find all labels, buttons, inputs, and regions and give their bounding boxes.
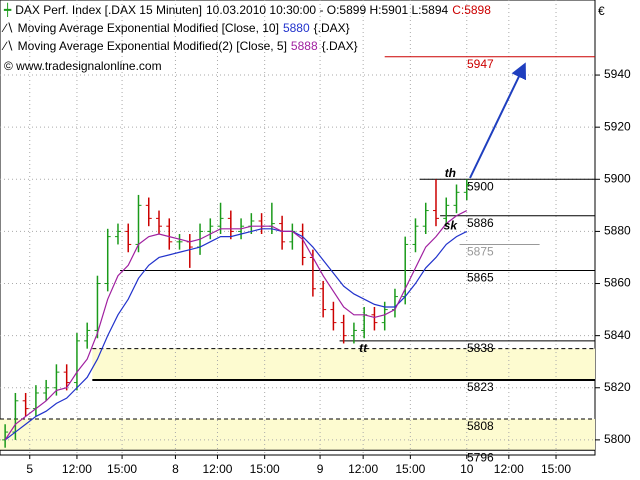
x-tick-label: 12:00	[348, 462, 378, 476]
y-tick-label: 5940	[604, 67, 631, 81]
level-label: 5838	[467, 341, 494, 355]
level-label: 5900	[467, 179, 494, 193]
legend-name: Moving Average Exponential Modified [Clo…	[17, 21, 279, 35]
x-tick-label: 15:00	[395, 462, 425, 476]
level-label: 5808	[467, 419, 494, 433]
currency: €	[598, 4, 605, 18]
x-tick-label: 8	[172, 462, 179, 476]
level-label: 5823	[467, 380, 494, 394]
header-line: ┿ DAX Perf. Index [.DAX 15 Minuten] 10.03.…	[4, 3, 495, 17]
subtitle: 10.03.2010 10:30:00 - O:5899 H:5901 L:58…	[206, 3, 449, 17]
legend-suffix: {.DAX}	[321, 39, 358, 53]
y-tick-label: 5920	[604, 119, 631, 133]
level-label: 5865	[467, 271, 494, 285]
x-tick-label: 9	[317, 462, 324, 476]
ma-line	[4, 210, 468, 441]
legend-entry: ∕∖ Moving Average Exponential Modified(2)…	[4, 39, 362, 53]
level-label: 5947	[467, 57, 494, 71]
legend-value: 5880	[282, 21, 310, 35]
trend-arrow	[469, 62, 526, 179]
y-tick-label: 5860	[604, 276, 631, 290]
zone	[92, 348, 596, 380]
annotation: th	[445, 166, 456, 180]
copyright: © www.tradesignalonline.com	[4, 59, 162, 73]
ma-line	[4, 228, 468, 441]
level-label: 5796	[467, 450, 494, 464]
x-tick-label: 12:00	[494, 462, 524, 476]
annotation: tt	[359, 341, 368, 355]
x-tick-label: 15:00	[541, 462, 571, 476]
x-tick-label: 10	[460, 462, 474, 476]
title: DAX Perf. Index [.DAX 15 Minuten]	[15, 3, 202, 17]
y-tick-label: 5880	[604, 224, 631, 238]
legend-icon: ∕∖	[4, 21, 14, 35]
y-tick-label: 5900	[604, 171, 631, 185]
y-tick-label: 5800	[604, 432, 631, 446]
x-tick-label: 15:00	[250, 462, 280, 476]
legend-icon: ∕∖	[4, 39, 14, 53]
x-tick-label: 12:00	[202, 462, 232, 476]
y-tick-label: 5820	[604, 380, 631, 394]
legend-name: Moving Average Exponential Modified(2) […	[17, 39, 287, 53]
level-label: 5875	[467, 245, 494, 259]
y-tick-label: 5840	[604, 328, 631, 342]
annotation: sk	[444, 218, 459, 232]
level-label: 5886	[467, 216, 494, 230]
last-close: C:5898	[452, 3, 491, 17]
x-tick-label: 5	[26, 462, 33, 476]
legend-suffix: {.DAX}	[313, 21, 350, 35]
x-tick-label: 12:00	[62, 462, 92, 476]
x-tick-label: 15:00	[107, 462, 137, 476]
legend-entry: ∕∖ Moving Average Exponential Modified [C…	[4, 21, 354, 35]
legend-value: 5888	[290, 39, 318, 53]
icon: ┿	[4, 3, 12, 17]
zone	[0, 419, 595, 451]
